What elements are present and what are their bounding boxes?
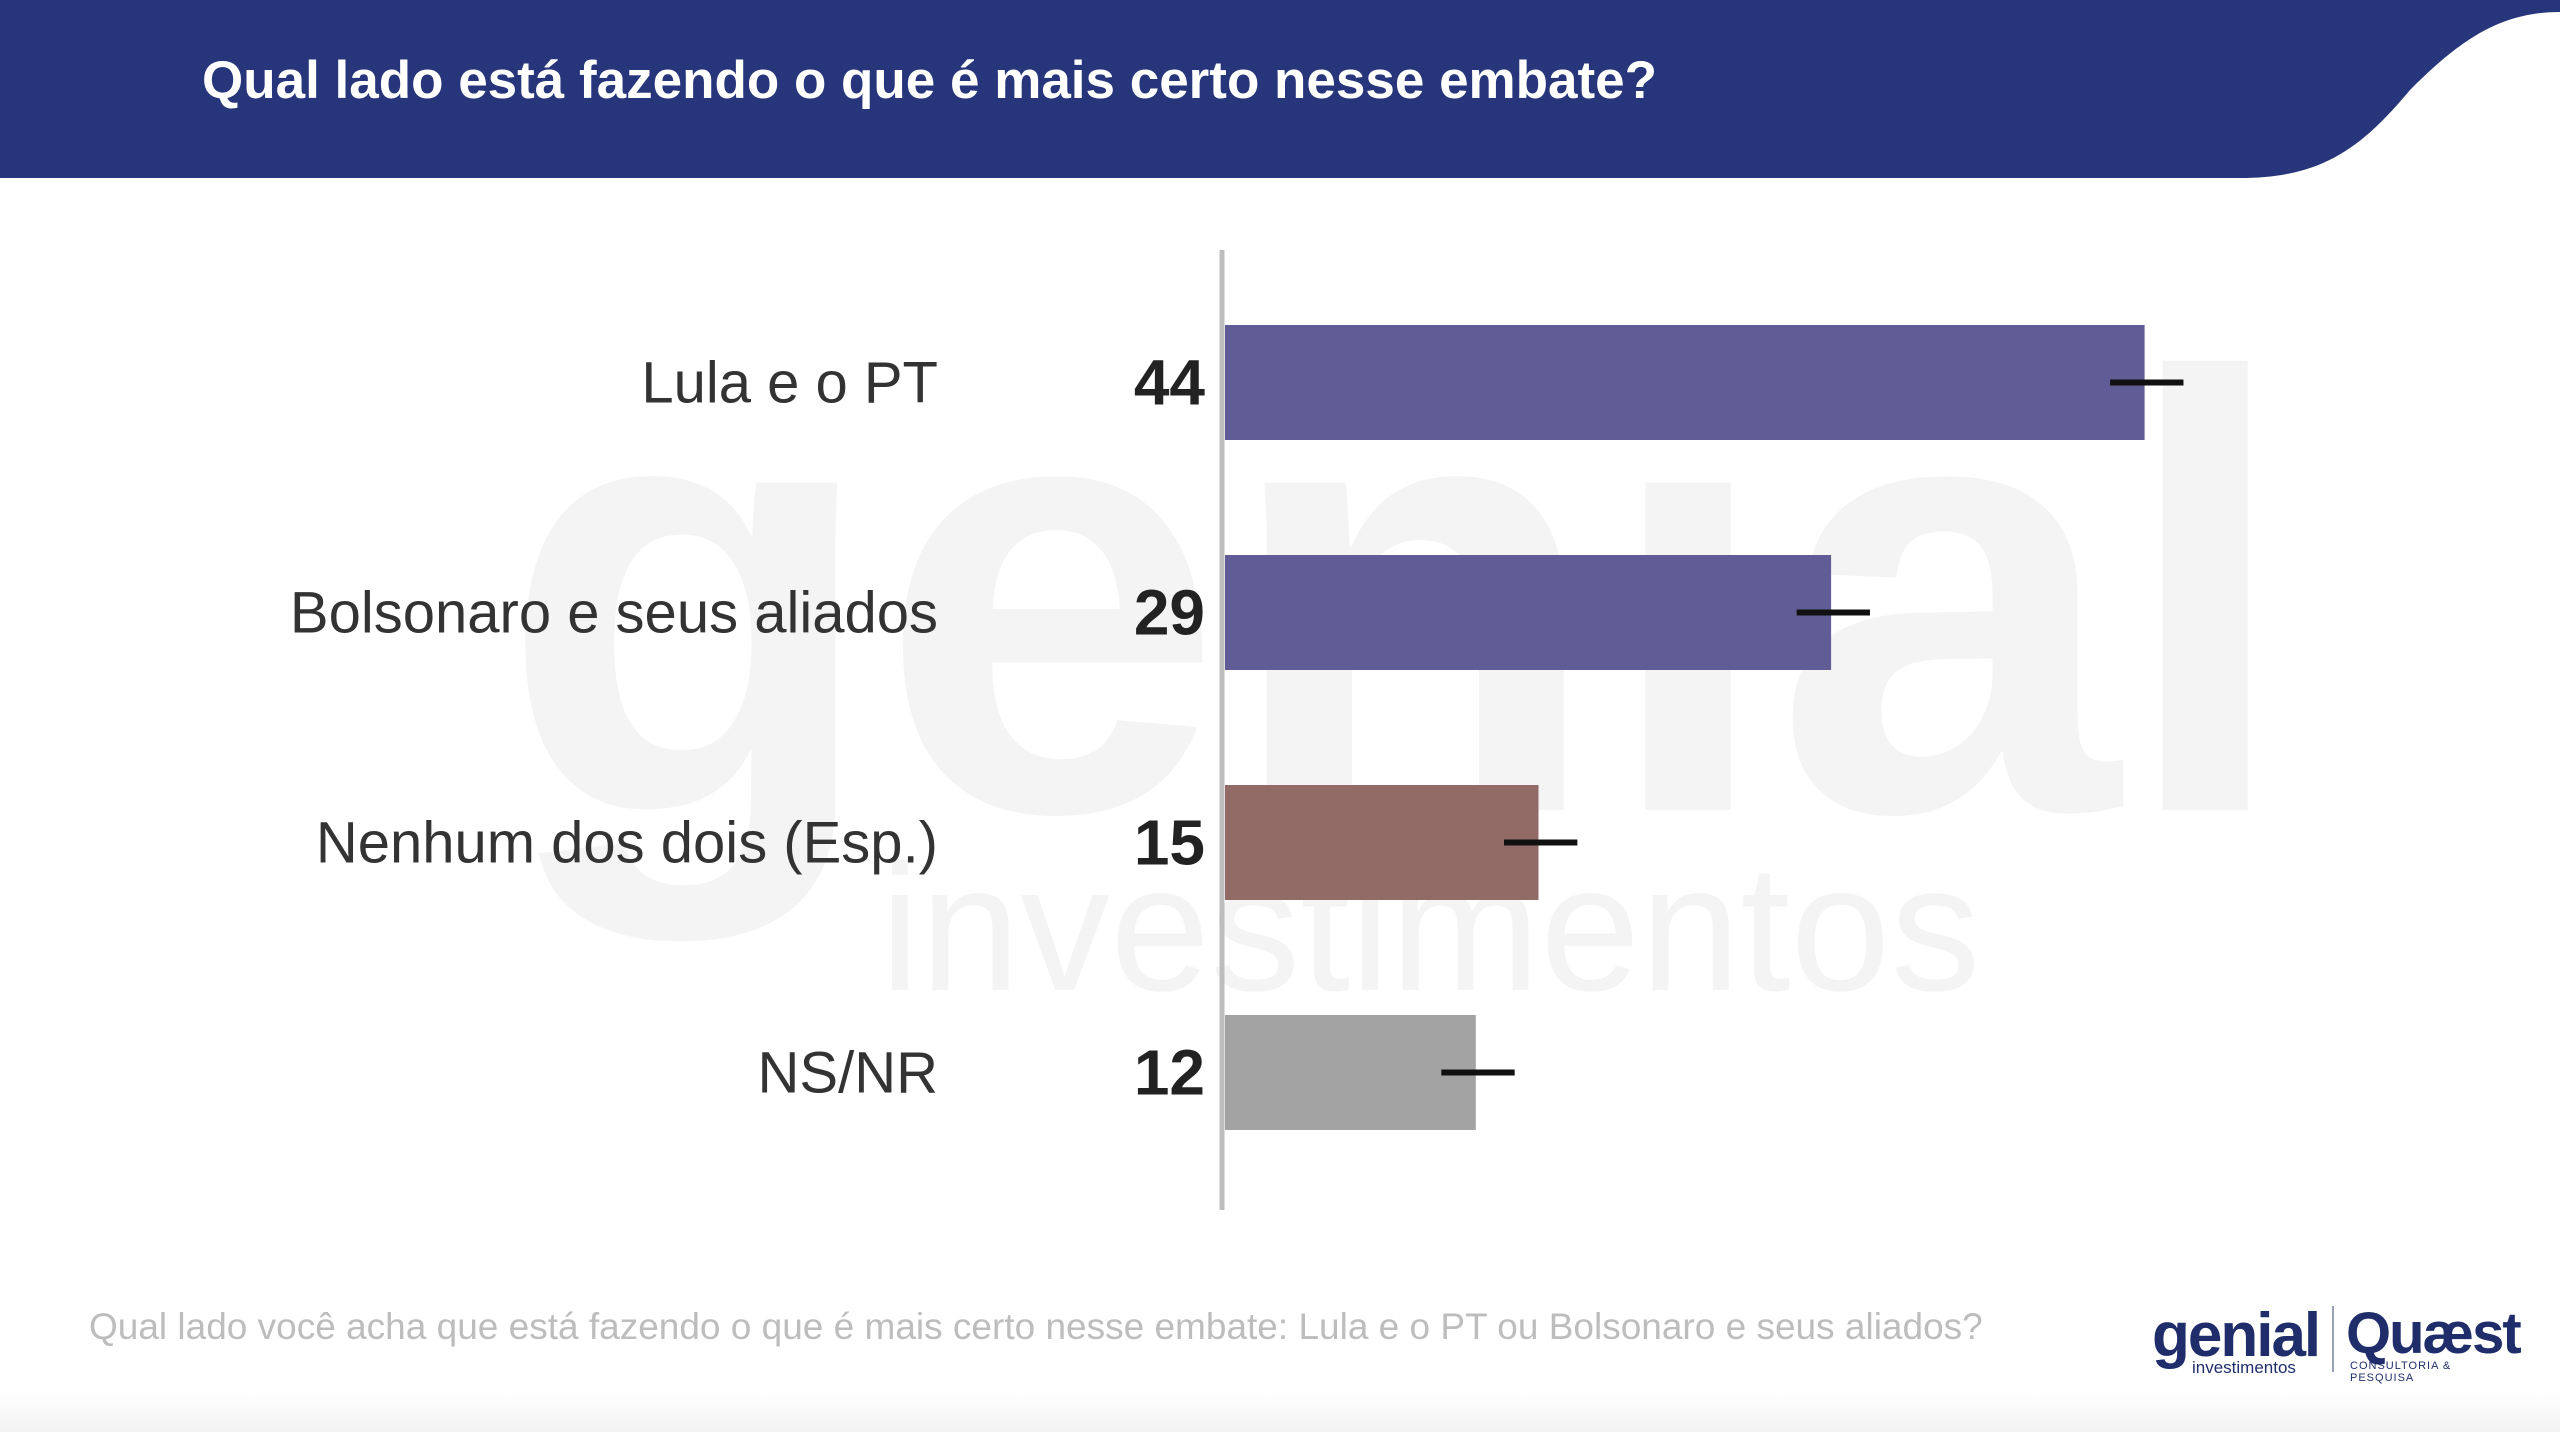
logo-divider <box>2332 1306 2334 1372</box>
genial-logo: genial investimentos <box>2152 1300 2322 1380</box>
bar-chart: Lula e o PT 44 Bolsonaro e seus aliados 29 N… <box>290 250 2184 1210</box>
category-label-1: Bolsonaro e seus aliados <box>290 581 938 646</box>
category-label-0: Lula e o PT <box>641 351 938 416</box>
genial-logo-word: genial <box>2152 1301 2321 1370</box>
genial-logo-sub: investimentos <box>2192 1358 2296 1377</box>
bar-3 <box>1225 1015 1476 1130</box>
quaest-logo: Quæst CONSULTORIA & PESQUISA <box>2346 1300 2522 1384</box>
header-band <box>0 0 2560 178</box>
category-label-3: NS/NR <box>758 1041 938 1106</box>
category-label-2: Nenhum dos dois (Esp.) <box>316 811 938 876</box>
value-label-1: 29 <box>1134 577 1205 649</box>
value-label-2: 15 <box>1134 807 1205 879</box>
value-label-3: 12 <box>1134 1037 1205 1109</box>
page-title: Qual lado está fazendo o que é mais cert… <box>202 51 1658 110</box>
bars-layer: Lula e o PT 44 Bolsonaro e seus aliados 29 N… <box>290 325 2184 1130</box>
bar-2 <box>1225 785 1539 900</box>
quaest-logo-word: Quæst <box>2346 1301 2522 1366</box>
value-label-0: 44 <box>1134 347 1206 419</box>
footnote-question: Qual lado você acha que está fazendo o q… <box>89 1306 1983 1347</box>
quaest-logo-sub: CONSULTORIA & PESQUISA <box>2350 1360 2452 1384</box>
bar-1 <box>1225 555 1832 670</box>
bottom-shade <box>0 1392 2560 1432</box>
bar-0 <box>1225 325 2145 440</box>
